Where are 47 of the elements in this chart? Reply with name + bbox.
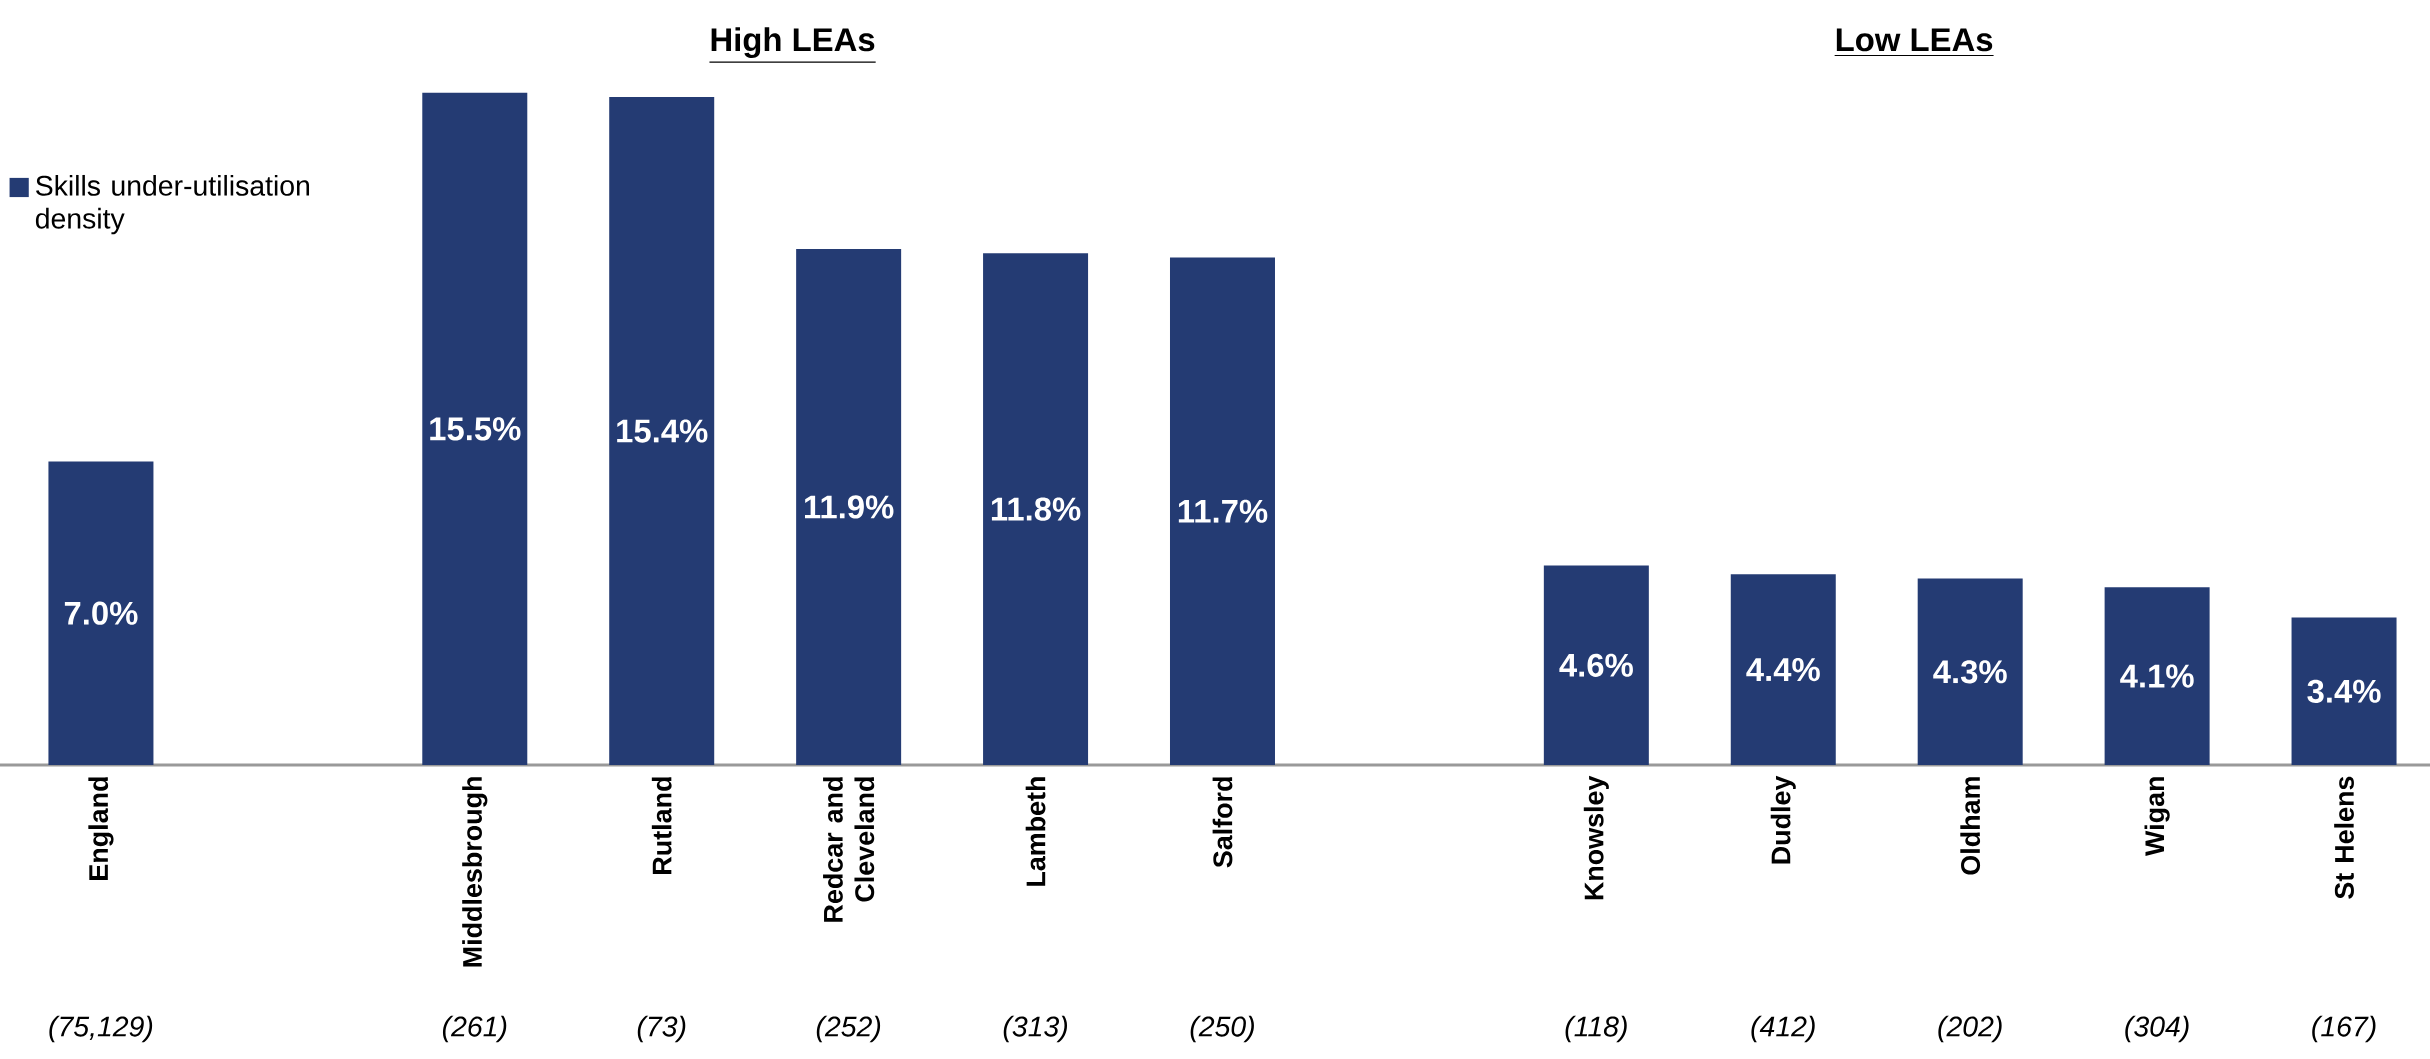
text: (73) [637,1015,686,1043]
text: (118) [1565,1015,1627,1043]
x-tick-label: England [88,777,114,880]
bar [422,92,528,765]
bar [983,253,1089,765]
data-label: 4.1% [2120,664,2194,688]
x-tick-label: St Helens [2334,776,2354,899]
bar [1730,574,1836,765]
x-tick-label: Dudley [1770,775,1796,864]
data-label: 15.4% [617,419,708,443]
text: (261) [442,1015,507,1043]
text: (167) [2312,1015,2376,1043]
x-tick-label: Wigan [2144,777,2170,856]
bar [1917,578,2023,765]
bar [609,97,715,765]
x-tick-label: Knowsley [1583,775,1609,900]
x-tick-label: Oldham [1960,777,1981,875]
legend-label: Skills under-utilisation density [35,174,310,235]
text: (202) [1938,1015,2002,1043]
bar [796,248,902,765]
data-label: 11.7% [1178,499,1268,523]
x-tick-label: Redcar and Cleveland [823,777,875,922]
bar [1169,257,1275,765]
data-label: 15.5% [430,417,521,441]
text: (252) [816,1015,881,1043]
text: (75,129) [49,1015,153,1043]
text: (250) [1190,1015,1254,1043]
x-tick-label: Salford [1212,777,1233,868]
x-tick-label: Middlesbrough [462,777,488,967]
text: (412) [1751,1015,1815,1043]
bar [1543,565,1649,765]
text: High LEAs [711,27,875,58]
data-label: 7.0% [64,601,138,625]
bar [2104,587,2210,765]
text: (313) [1003,1015,1068,1043]
bar [48,461,154,765]
data-label: 4.3% [1933,660,2007,684]
data-label: 11.9% [805,495,894,519]
bar [2291,617,2397,765]
data-label: 4.6% [1559,653,1633,677]
x-tick-label: Rutland [651,777,672,874]
data-label: 4.4% [1746,658,1820,682]
data-label: 3.4% [2307,679,2381,703]
text: Low LEAs [1836,28,1993,52]
text: (304) [2125,1015,2189,1043]
x-tick-label: Lambeth [1025,777,1046,886]
data-label: 11.8% [991,497,1081,521]
